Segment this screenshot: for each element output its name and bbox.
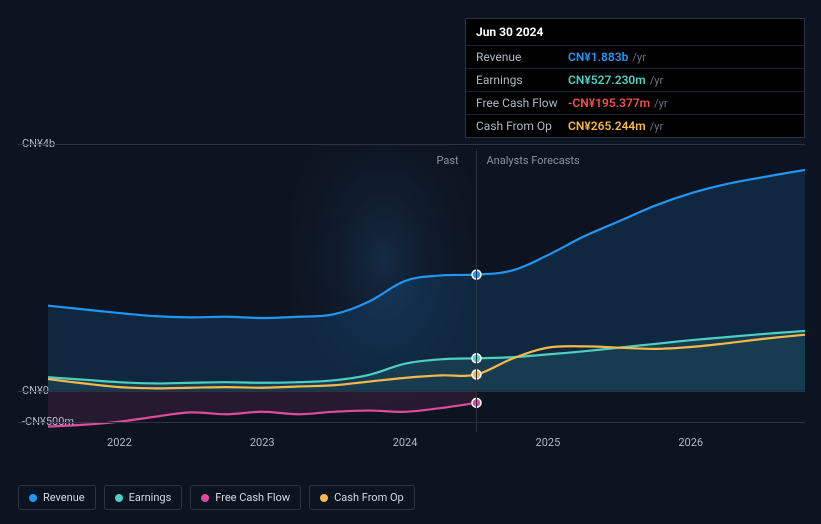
legend-label: Earnings xyxy=(129,491,172,504)
tooltip-metric-label: Earnings xyxy=(476,73,568,87)
legend-item-free-cash-flow[interactable]: Free Cash Flow xyxy=(190,485,301,510)
tooltip: Jun 30 2024 RevenueCN¥1.883b/yrEarningsC… xyxy=(465,18,805,138)
tooltip-metric-label: Revenue xyxy=(476,50,568,64)
tooltip-row: RevenueCN¥1.883b/yr xyxy=(466,45,804,68)
forecast-label: Analysts Forecasts xyxy=(486,154,579,167)
tooltip-metric-value: CN¥1.883b xyxy=(568,50,628,64)
legend-dot-icon xyxy=(201,494,209,502)
tooltip-row: Free Cash Flow-CN¥195.377m/yr xyxy=(466,91,804,114)
tooltip-unit: /yr xyxy=(650,120,663,133)
legend-dot-icon xyxy=(29,494,37,502)
x-axis-label: 2025 xyxy=(536,436,561,449)
legend: Revenue Earnings Free Cash Flow Cash From O… xyxy=(18,485,415,510)
tooltip-metric-label: Free Cash Flow xyxy=(476,96,568,110)
tooltip-unit: /yr xyxy=(654,97,667,110)
legend-label: Free Cash Flow xyxy=(215,491,290,504)
present-divider xyxy=(476,150,477,432)
x-axis-label: 2026 xyxy=(678,436,703,449)
x-axis-label: 2023 xyxy=(250,436,275,449)
legend-label: Revenue xyxy=(43,491,85,504)
tooltip-row: EarningsCN¥527.230m/yr xyxy=(466,68,804,91)
tooltip-metric-value: CN¥265.244m xyxy=(568,119,646,133)
tooltip-row: Cash From OpCN¥265.244m/yr xyxy=(466,114,804,137)
grid-line xyxy=(18,391,805,392)
tooltip-metric-value: -CN¥195.377m xyxy=(568,96,650,110)
tooltip-metric-label: Cash From Op xyxy=(476,119,568,133)
legend-item-earnings[interactable]: Earnings xyxy=(104,485,183,510)
legend-item-cash-from-op[interactable]: Cash From Op xyxy=(309,485,415,510)
legend-item-revenue[interactable]: Revenue xyxy=(18,485,96,510)
x-axis-label: 2024 xyxy=(393,436,418,449)
past-label: Past xyxy=(436,154,458,167)
grid-line xyxy=(18,422,805,423)
legend-dot-icon xyxy=(320,494,328,502)
plot-area[interactable]: CN¥4bCN¥0-CN¥500m Past Analysts Forecast… xyxy=(18,124,805,454)
grid-line xyxy=(18,144,805,145)
legend-label: Cash From Op xyxy=(334,491,404,504)
tooltip-title: Jun 30 2024 xyxy=(466,19,804,45)
tooltip-metric-value: CN¥527.230m xyxy=(568,73,646,87)
chart-container: Jun 30 2024 RevenueCN¥1.883b/yrEarningsC… xyxy=(18,14,805,510)
chart-svg xyxy=(18,124,805,454)
tooltip-unit: /yr xyxy=(650,74,663,87)
tooltip-unit: /yr xyxy=(632,51,645,64)
x-axis-label: 2022 xyxy=(107,436,132,449)
legend-dot-icon xyxy=(115,494,123,502)
